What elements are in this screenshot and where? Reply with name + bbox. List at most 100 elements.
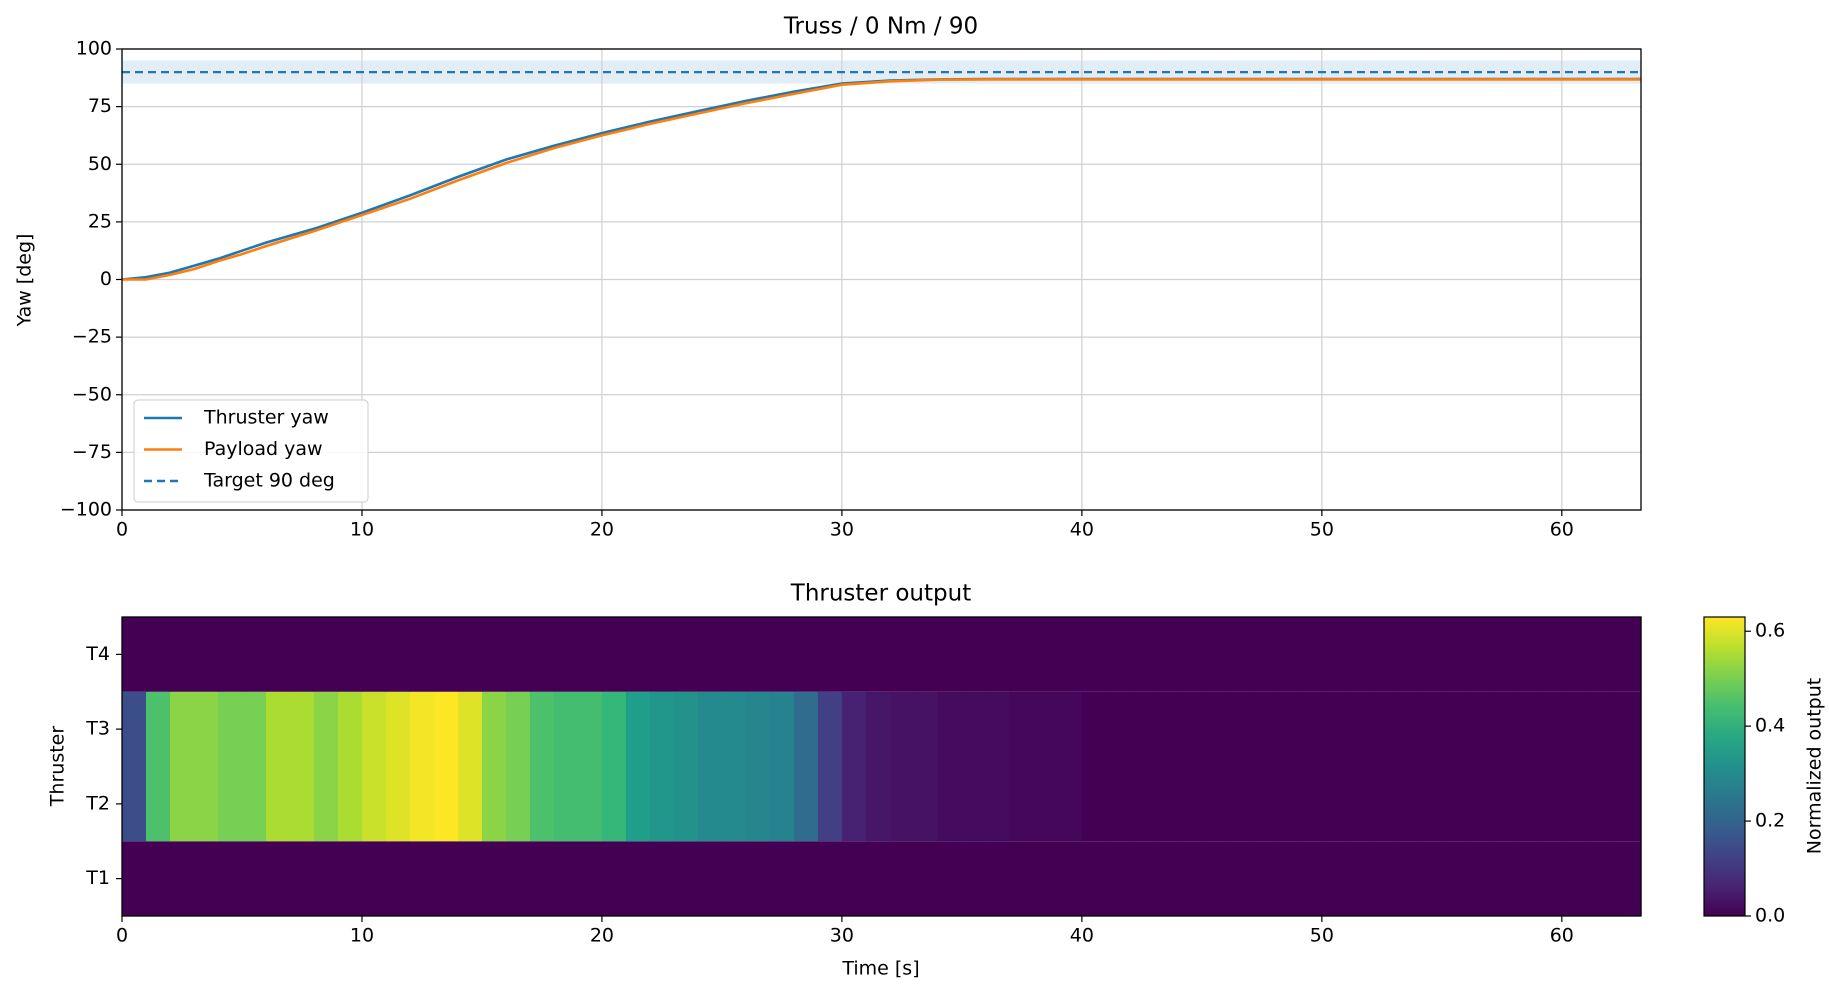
heat-cell (649, 617, 675, 692)
heat-cell (961, 691, 987, 767)
heat-cell (145, 766, 171, 842)
heat-cell (1081, 691, 1107, 767)
heat-cell (1009, 691, 1035, 767)
heat-cell (217, 617, 243, 692)
heat-cell (937, 617, 963, 692)
heat-cell (1513, 691, 1539, 767)
y-tick-label: T1 (85, 867, 110, 889)
heat-cell (673, 766, 699, 842)
heat-cell (241, 617, 267, 692)
heat-cell (361, 841, 387, 916)
heat-cell (1561, 691, 1587, 767)
heat-cell (1417, 617, 1443, 692)
heat-cell (145, 617, 171, 692)
x-tick-label: 50 (1310, 519, 1334, 541)
heat-cell (1609, 617, 1635, 692)
heat-cell (481, 691, 507, 767)
heat-cell (1249, 617, 1275, 692)
heat-cell (1465, 766, 1491, 842)
heat-cell (577, 617, 603, 692)
heat-cell (505, 691, 531, 767)
heat-cell (1609, 841, 1635, 916)
heat-cell (769, 766, 795, 842)
heat-cell (337, 617, 363, 692)
heat-cell (241, 766, 267, 842)
heat-cell (1633, 691, 1642, 767)
heat-cell (1609, 766, 1635, 842)
heat-cell (1033, 766, 1059, 842)
colorbar (1703, 616, 1746, 917)
heat-cell (217, 841, 243, 916)
colorbar-label: Normalized output (1804, 678, 1826, 854)
heat-cell (961, 766, 987, 842)
heat-cell (1105, 617, 1131, 692)
x-tick-label: 30 (830, 519, 854, 541)
heat-cell (1153, 617, 1179, 692)
heat-cell (1393, 841, 1419, 916)
series-line (122, 78, 1641, 281)
y-tick-label: −25 (72, 326, 112, 348)
heat-cell (1033, 841, 1059, 916)
series-line (122, 77, 1641, 281)
heat-cell (1249, 766, 1275, 842)
axes-frame (121, 616, 1642, 917)
heat-cell (961, 617, 987, 692)
heat-cell (913, 766, 939, 842)
heat-cell (1345, 617, 1371, 692)
heat-cell (1393, 766, 1419, 842)
heat-cell (433, 841, 459, 916)
heat-cell (1129, 691, 1155, 767)
heat-cell (913, 691, 939, 767)
heat-cell (745, 766, 771, 842)
heat-cell (817, 841, 843, 916)
y-tick-label: 50 (88, 153, 112, 175)
x-tick-label: 50 (1310, 925, 1334, 947)
heat-cell (1489, 691, 1515, 767)
heat-cell (145, 691, 171, 767)
heat-cell (122, 841, 147, 916)
heat-cell (481, 617, 507, 692)
heat-cell (721, 766, 747, 842)
heat-cell (889, 691, 915, 767)
x-tick-label: 30 (830, 925, 854, 947)
y-tick-label: T3 (85, 718, 110, 740)
heat-cell (745, 691, 771, 767)
heat-cell (745, 617, 771, 692)
heat-cell (289, 691, 315, 767)
chart-title: Thruster output (790, 581, 971, 607)
heat-cell (265, 691, 291, 767)
heat-cell (481, 766, 507, 842)
heat-cell (1489, 841, 1515, 916)
heat-cell (889, 617, 915, 692)
heat-cell (385, 691, 411, 767)
x-tick-label: 0 (116, 925, 128, 947)
heat-cell (1033, 617, 1059, 692)
x-tick-label: 40 (1070, 519, 1094, 541)
heat-cell (1081, 617, 1107, 692)
heat-cell (553, 766, 579, 842)
heat-cell (1249, 841, 1275, 916)
heat-cell (529, 691, 555, 767)
heat-cell (625, 617, 651, 692)
heat-cell (433, 617, 459, 692)
heat-cell (409, 766, 435, 842)
heat-cell (1057, 841, 1083, 916)
heat-cell (1441, 617, 1467, 692)
heat-cell (1441, 691, 1467, 767)
y-tick-label: 100 (76, 38, 112, 60)
x-tick-label: 60 (1550, 519, 1574, 541)
heat-cell (817, 691, 843, 767)
heat-cell (241, 841, 267, 916)
heat-cell (1153, 841, 1179, 916)
heat-cell (1633, 766, 1642, 842)
heat-cell (193, 617, 219, 692)
heat-cell (1177, 766, 1203, 842)
axes-frame (121, 48, 1642, 511)
heat-cell (1009, 766, 1035, 842)
heat-cell (961, 841, 987, 916)
heat-cell (817, 766, 843, 842)
colorbar-tick-label: 0.6 (1755, 620, 1785, 642)
x-axis-label: Time [s] (841, 958, 919, 980)
x-tick-label: 20 (590, 925, 614, 947)
